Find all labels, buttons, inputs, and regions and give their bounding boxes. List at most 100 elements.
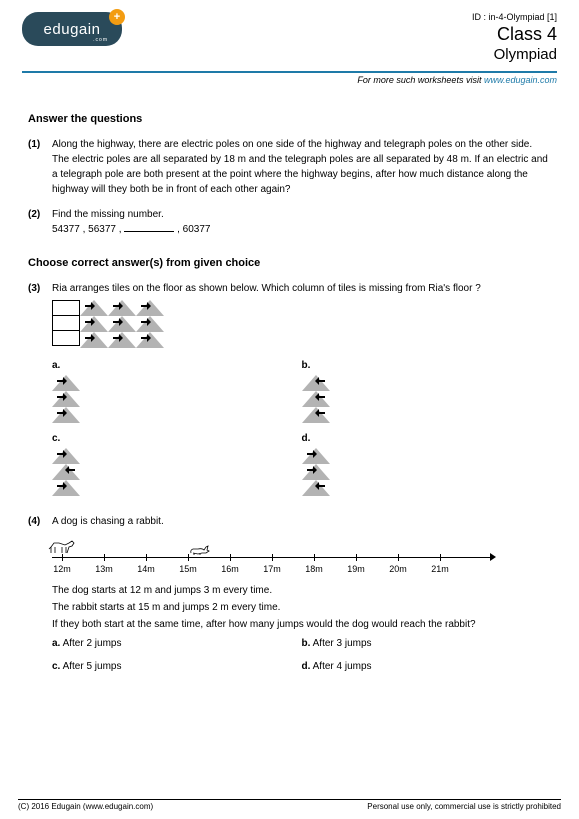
tile-icon [80, 316, 108, 332]
tick-label: 21m [431, 563, 449, 577]
q4-options: a. After 2 jumps b. After 3 jumps c. Aft… [52, 636, 551, 682]
q1-body: Along the highway, there are electric po… [52, 137, 551, 197]
tile-icon [52, 448, 80, 464]
q3-text: Ria arranges tiles on the floor as shown… [52, 281, 551, 296]
tile-icon [80, 300, 108, 316]
q2-num: (2) [28, 207, 52, 237]
header-right: ID : in-4-Olympiad [1] Class 4 Olympiad [472, 12, 557, 63]
tile-icon [52, 480, 80, 496]
q3-opt-a[interactable]: a. [52, 358, 302, 423]
q2-line2: 54377 , 56377 , , 60377 [52, 222, 551, 237]
q3-options: a. b. c. d. [52, 358, 551, 504]
tile-icon [136, 332, 164, 348]
q4-body: A dog is chasing a rabbit. 12m13m14m15m1… [52, 514, 551, 682]
tile-icon [302, 448, 330, 464]
tick-label: 19m [347, 563, 365, 577]
blank-field[interactable] [124, 231, 174, 232]
q4-opt-a[interactable]: a. After 2 jumps [52, 636, 302, 651]
header-divider [22, 71, 557, 73]
empty-cell [52, 330, 80, 346]
q3-opt-b[interactable]: b. [302, 358, 552, 423]
visit-text: For more such worksheets visit www.eduga… [0, 75, 579, 103]
footer-left: (C) 2016 Edugain (www.edugain.com) [18, 802, 153, 811]
q3-opt-c[interactable]: c. [52, 431, 302, 496]
question-4: (4) A dog is chasing a rabbit. 12m13m14m… [28, 514, 551, 682]
q4-opt-b[interactable]: b. After 3 jumps [302, 636, 552, 651]
visit-prefix: For more such worksheets visit [357, 75, 484, 85]
q4-lines: The dog starts at 12 m and jumps 3 m eve… [52, 583, 551, 632]
logo: edugain .com + [22, 12, 122, 46]
q2-body: Find the missing number. 54377 , 56377 ,… [52, 207, 551, 237]
tile-column [108, 300, 136, 348]
tick-label: 18m [305, 563, 323, 577]
visit-link[interactable]: www.edugain.com [484, 75, 557, 85]
header: edugain .com + ID : in-4-Olympiad [1] Cl… [0, 0, 579, 67]
q4-line1: The dog starts at 12 m and jumps 3 m eve… [52, 583, 551, 598]
tick [62, 554, 63, 561]
q2-seq-a: 54377 , 56377 , [52, 224, 124, 235]
q3-num: (3) [28, 281, 52, 504]
opt-label-c: c. [52, 431, 302, 446]
tile-icon [302, 375, 330, 391]
tile-icon [302, 407, 330, 423]
q3-body: Ria arranges tiles on the floor as shown… [52, 281, 551, 504]
doc-id: ID : in-4-Olympiad [1] [472, 12, 557, 22]
tick [356, 554, 357, 561]
tile-column [80, 300, 108, 348]
q2-line1: Find the missing number. [52, 207, 551, 222]
tick-label: 20m [389, 563, 407, 577]
q4-line3: If they both start at the same time, aft… [52, 617, 551, 632]
tick [188, 554, 189, 561]
tile-icon [108, 300, 136, 316]
rabbit-icon [188, 541, 212, 557]
tick [440, 554, 441, 561]
tick [314, 554, 315, 561]
tick-label: 16m [221, 563, 239, 577]
tile-icon [108, 332, 136, 348]
class-title: Class 4 [472, 24, 557, 45]
q4-opt-c[interactable]: c. After 5 jumps [52, 659, 302, 674]
q4-intro: A dog is chasing a rabbit. [52, 514, 551, 529]
q2-seq-b: , 60377 [174, 224, 210, 235]
tick-label: 15m [179, 563, 197, 577]
q4-line2: The rabbit starts at 15 m and jumps 2 m … [52, 600, 551, 615]
q4-opt-d[interactable]: d. After 4 jumps [302, 659, 552, 674]
tick-label: 14m [137, 563, 155, 577]
question-3: (3) Ria arranges tiles on the floor as s… [28, 281, 551, 504]
empty-cell [52, 300, 80, 316]
tick [146, 554, 147, 561]
tick [272, 554, 273, 561]
tile-column [302, 375, 552, 423]
tile-icon [136, 300, 164, 316]
numberline: 12m 13m 14m 15m 16m 17m 18m 19m 20m 21m [52, 535, 551, 575]
q4-opt-b-text: b. After 3 jumps [302, 638, 372, 649]
section1-title: Answer the questions [28, 113, 551, 125]
q4-opt-a-text: a. After 2 jumps [52, 638, 121, 649]
tile-icon [302, 464, 330, 480]
question-1: (1) Along the highway, there are electri… [28, 137, 551, 197]
tile-icon [136, 316, 164, 332]
tile-column [52, 375, 302, 423]
q4-opt-c-text: c. After 5 jumps [52, 661, 121, 672]
doc-title: Olympiad [472, 46, 557, 63]
tile-icon [52, 375, 80, 391]
tick-label: 13m [95, 563, 113, 577]
logo-text: edugain [44, 21, 101, 38]
q4-opt-d-text: d. After 4 jumps [302, 661, 372, 672]
opt-label-d: d. [302, 431, 552, 446]
section2-title: Choose correct answer(s) from given choi… [28, 257, 551, 269]
tick [398, 554, 399, 561]
empty-column [52, 300, 80, 348]
content: Answer the questions (1) Along the highw… [0, 113, 579, 682]
tile-icon [80, 332, 108, 348]
tile-column [136, 300, 164, 348]
tile-column [52, 448, 302, 496]
logo-subtext: .com [93, 37, 108, 43]
tile-icon [302, 391, 330, 407]
tile-icon [302, 480, 330, 496]
tick-label: 12m [53, 563, 71, 577]
q3-opt-d[interactable]: d. [302, 431, 552, 496]
tick [104, 554, 105, 561]
tick-label: 17m [263, 563, 281, 577]
logo-badge-icon: + [109, 9, 125, 25]
